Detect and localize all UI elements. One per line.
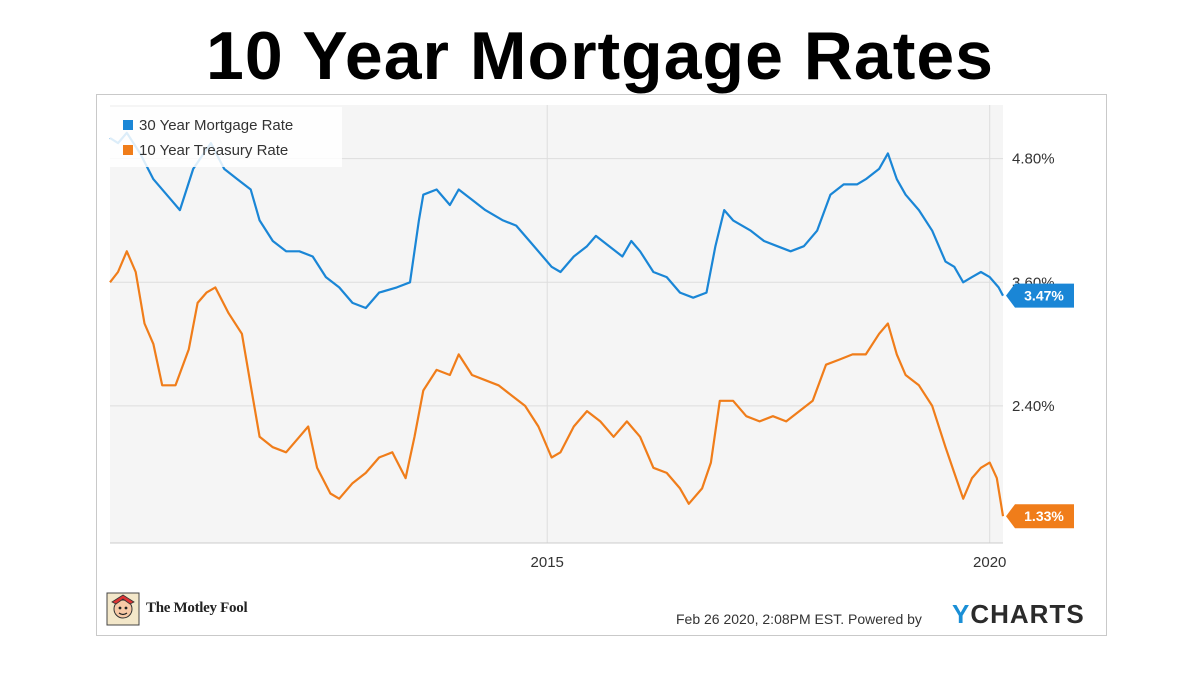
series-layer bbox=[109, 131, 1005, 517]
last-value-badge bbox=[1006, 504, 1074, 529]
chart-svg: 4.80%3.60%2.40%2015 2020 3.47%1.33% 30 Ye… bbox=[109, 105, 1074, 571]
y-tick-label: 2.40% bbox=[1012, 398, 1055, 415]
motley-fool-brand-text: The Motley Fool bbox=[146, 600, 248, 616]
x-tick-label: 2020 bbox=[973, 554, 1006, 571]
legend-background bbox=[110, 107, 342, 167]
ycharts-logo-rest: CHARTS bbox=[970, 599, 1085, 629]
footer-powered-by: Powered by bbox=[848, 611, 922, 627]
chart-frame: 4.80% 3.60% 2.40% 2015 2020 3.47% 1.33% 30 Ye… bbox=[96, 94, 1107, 636]
last-value-badge bbox=[1006, 283, 1074, 308]
last-value-label: 1.33% bbox=[1024, 508, 1064, 524]
page-title: 10 Year Mortgage Rates bbox=[206, 18, 994, 94]
series-line-mortgage bbox=[109, 131, 1004, 310]
motley-fool-logo bbox=[106, 592, 140, 626]
ycharts-logo: YCHARTS bbox=[952, 599, 1085, 630]
footer-timestamp: Feb 26 2020, 2:08PM EST. bbox=[676, 611, 845, 627]
legend-swatch-treasury bbox=[123, 145, 133, 155]
legend-swatch-mortgage bbox=[123, 120, 133, 130]
x-tick-label: 2015 bbox=[531, 554, 564, 571]
plot-background bbox=[110, 105, 1003, 543]
chart-legend: 30 Year Mortgage Rate 10 Year Treasury R… bbox=[110, 107, 342, 167]
ycharts-logo-y: Y bbox=[952, 599, 971, 629]
series-line-treasury bbox=[109, 250, 1005, 517]
footer-stamp: Feb 26 2020, 2:08PM EST. Powered by bbox=[676, 611, 922, 627]
grid-layer bbox=[110, 105, 1003, 544]
legend-label-mortgage: 30 Year Mortgage Rate bbox=[139, 117, 293, 134]
legend-label-treasury: 10 Year Treasury Rate bbox=[139, 142, 288, 159]
y-tick-label: 4.80% bbox=[1012, 151, 1055, 168]
last-value-label: 3.47% bbox=[1024, 288, 1064, 304]
badge-layer: 3.47% 1.33% bbox=[1006, 283, 1074, 529]
